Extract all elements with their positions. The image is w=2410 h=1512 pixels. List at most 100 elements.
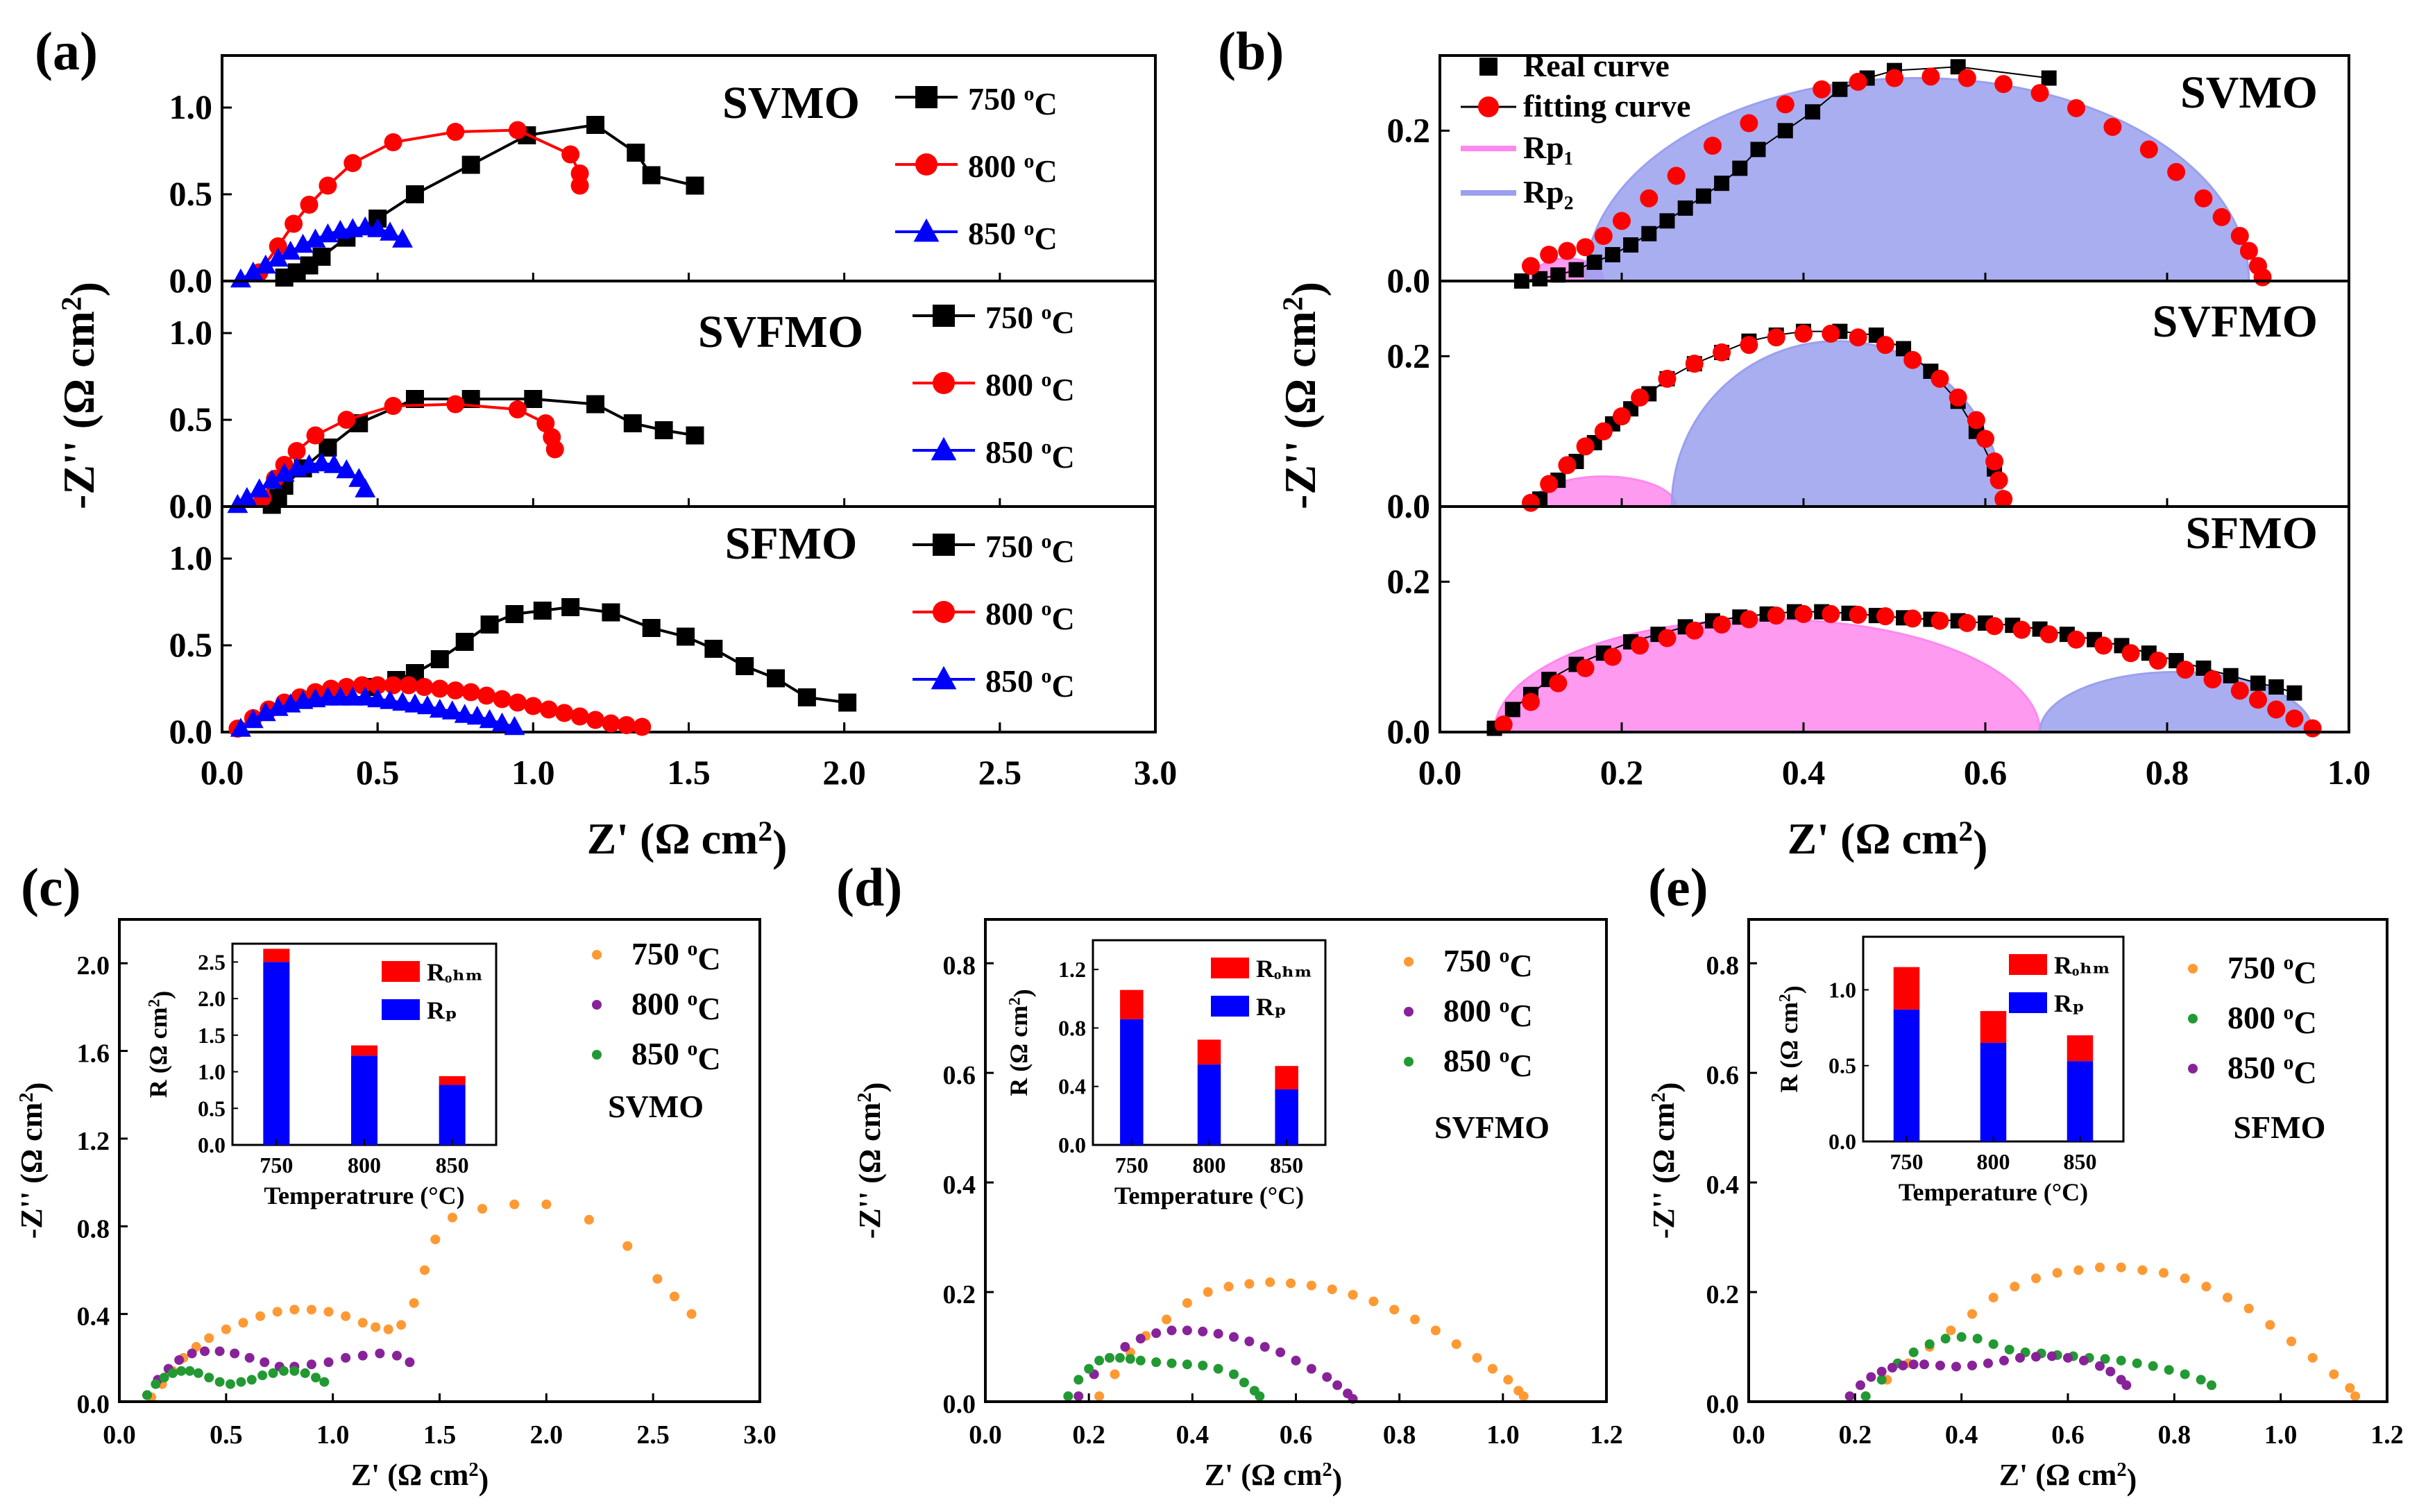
data-point [1921, 67, 1940, 86]
legend-marker [931, 665, 957, 690]
data-point [1950, 59, 1966, 75]
series-fitting [1494, 604, 2322, 738]
panel-c: (c) 0.0 0.4 0.8 1.2 1.6 2.0 0.0 0.5 1.0 1.5 2.0 2.5 3… [15, 857, 777, 1497]
inset-legend-label: Rₚ [2054, 989, 2085, 1017]
data-point [1919, 1359, 1929, 1370]
data-point [767, 669, 786, 688]
x-tick-label: 2.0 [530, 1420, 563, 1450]
data-point [1972, 1334, 1983, 1344]
data-point [305, 228, 326, 248]
data-point [1641, 226, 1657, 241]
panel-label: (e) [1648, 857, 1708, 917]
data-point [174, 1354, 185, 1365]
data-point [1151, 1357, 1162, 1368]
inset-y-tick-label: 1.5 [198, 1023, 226, 1048]
panel-d: (d) 0.0 0.2 0.4 0.6 0.8 0.0 0.2 0.4 0.6 0.8 1.0 1.2 Z… [836, 857, 1623, 1497]
data-point [176, 1366, 187, 1376]
data-point [2030, 84, 2049, 103]
data-point [300, 196, 319, 214]
y-tick-label: 0.6 [943, 1061, 976, 1090]
data-point [586, 395, 604, 414]
data-point [570, 707, 589, 726]
data-point [1522, 493, 1540, 512]
y-tick-label: 0.5 [169, 400, 213, 439]
rp-arc [1670, 340, 2005, 508]
data-point [642, 619, 661, 637]
data-point [623, 414, 642, 432]
data-point [323, 454, 345, 473]
x-tick-label: 1.0 [316, 1420, 350, 1450]
data-point [1985, 452, 2004, 470]
inset-y-tick-label: 0.0 [1058, 1132, 1086, 1157]
data-point [677, 627, 695, 646]
series-line [261, 402, 557, 499]
x-tick-label: 1.5 [667, 753, 711, 792]
data-point [2350, 1391, 2360, 1402]
data-point [1613, 407, 1631, 425]
data-point [1822, 604, 1840, 623]
y-tick-label: 0.0 [77, 1390, 110, 1419]
inset-legend-swatch [1211, 996, 1249, 1017]
data-point [392, 228, 413, 248]
data-point [375, 1348, 385, 1359]
data-point [1849, 328, 1867, 347]
data-point [200, 1346, 210, 1357]
y-axis-label: -Z'' (Ω cm2) [1647, 1082, 1686, 1239]
data-point [255, 254, 276, 274]
data-point [341, 1311, 351, 1321]
data-point [357, 1318, 368, 1328]
data-point [539, 700, 558, 719]
data-point [230, 268, 251, 288]
legend-marker [2188, 964, 2198, 974]
data-point [1291, 1355, 1301, 1366]
data-point [1550, 267, 1566, 283]
data-point [1988, 1292, 1999, 1302]
series-850 [230, 686, 525, 737]
data-point [405, 1357, 415, 1368]
legend-marker [915, 86, 937, 108]
inset-y-tick-label: 1.0 [198, 1060, 226, 1085]
inset-legend-label: Rₚ [427, 996, 457, 1024]
legend-label: 800 oC [1443, 993, 1533, 1033]
data-point [1576, 659, 1595, 677]
series-750 [1860, 1262, 2360, 1402]
data-point [268, 1368, 278, 1378]
stacked-bar-segment [351, 1055, 377, 1145]
data-point [1860, 1391, 1871, 1402]
legend-label: Rp₂ [1523, 174, 1574, 210]
data-point [1306, 1364, 1316, 1374]
legend-label: 850 oC [985, 434, 1075, 475]
data-point [415, 678, 434, 696]
data-point [1368, 1296, 1379, 1307]
data-point [273, 462, 295, 482]
legend-marker [1479, 58, 1497, 76]
data-point [384, 397, 402, 415]
data-point [1244, 1336, 1255, 1347]
data-point [319, 1377, 330, 1387]
data-point [1994, 75, 2013, 94]
data-point [1988, 1339, 1999, 1350]
data-point [1640, 189, 1658, 207]
data-point [272, 1307, 282, 1317]
data-point [1265, 1277, 1275, 1287]
data-point [230, 1348, 240, 1359]
data-point [2230, 227, 2249, 245]
data-point [1740, 114, 1758, 133]
data-point [1223, 1282, 1234, 1292]
data-point [493, 690, 511, 708]
data-point [430, 1234, 441, 1245]
data-point [244, 1352, 255, 1363]
data-point [1166, 1325, 1177, 1336]
data-point [384, 676, 402, 695]
y-tick-label: 0.5 [169, 625, 213, 664]
y-tick-label: 1.0 [169, 538, 213, 577]
x-tick-label: 0.6 [1280, 1420, 1313, 1450]
data-point [2041, 70, 2057, 86]
y-tick-label: 1.0 [169, 313, 213, 352]
data-point [1631, 636, 1649, 655]
data-point [142, 1390, 152, 1400]
data-point [380, 221, 401, 241]
data-point [2176, 661, 2195, 679]
data-point [1182, 1359, 1192, 1370]
data-point [261, 469, 282, 489]
